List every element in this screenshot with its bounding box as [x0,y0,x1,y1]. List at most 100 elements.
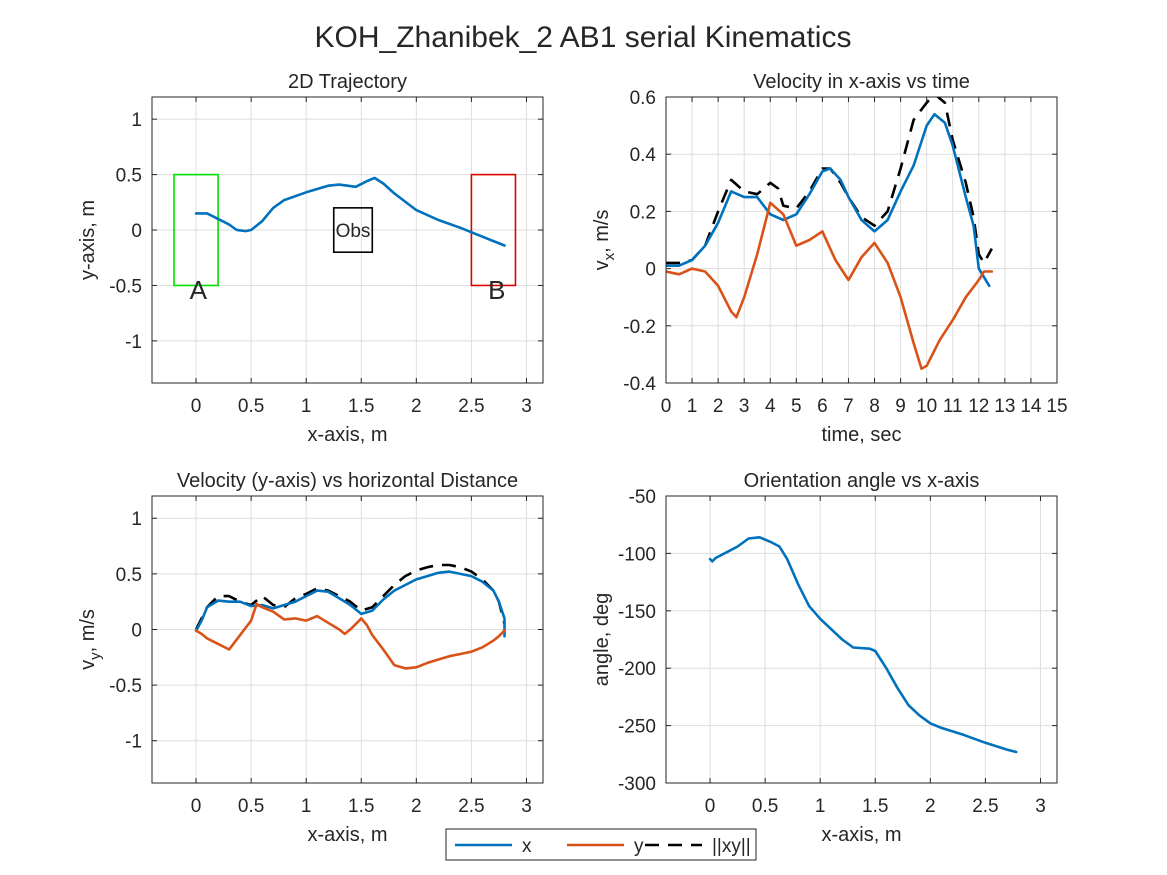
subplot-title: Velocity (y-axis) vs horizontal Distance [177,470,518,492]
x-tick-label: 0.5 [238,396,264,417]
x-tick-label: 1 [815,796,826,817]
subplot-2: 0 1 2 3 4 5 6 7 8 9 10 11 12 13 14 15-0.4-0.200.20.40.6… [591,71,1068,446]
x-tick-label: 1 [687,396,698,417]
plot-content [708,536,1018,754]
x-tick-label: 10 [916,396,937,417]
x-tick-label: 0.5 [752,796,778,817]
x-axis-label: x-axis, m [308,824,388,846]
x-tick-label: 11 [943,396,963,417]
y-axis-label-main: angle, deg [591,593,613,686]
region-rect [470,173,517,287]
y-tick-label: -300 [618,774,656,795]
region-label: Obs [336,221,371,242]
series-line [708,536,1018,754]
x-tick-label: 1.5 [348,796,374,817]
y-axis-label-subscript: x [601,252,618,260]
x-tick-label: 1.5 [348,396,374,417]
y-tick-label: 0 [131,620,142,641]
legend-label: y [634,836,644,857]
x-tick-label: 2.5 [972,796,998,817]
annotation-label: B [488,275,505,305]
legend-label: ||xy|| [712,836,751,857]
figure-title: KOH_Zhanibek_2 AB1 serial Kinematics [315,21,852,54]
legend: x y ||xy|| [445,828,757,861]
y-tick-label: -0.2 [623,317,656,338]
subplot-title: Velocity in x-axis vs time [753,71,970,93]
y-tick-label: -250 [618,717,656,738]
plot-content [194,563,506,670]
x-tick-label: 14 [1020,396,1042,417]
y-axis-label: vx, m/s [591,210,618,271]
axes-frame [665,495,1058,784]
x-tick-label: 6 [817,396,828,417]
x-tick-label: 9 [895,396,906,417]
series-line [666,201,994,370]
axes-frame [665,96,1058,384]
series-line [666,112,991,288]
region-rect [332,207,374,253]
series-line [194,570,506,638]
y-axis-label: vy, m/s [77,609,104,670]
x-tick-label: 0 [705,796,716,817]
x-tick-label: 8 [869,396,880,417]
y-axis-label-subscript: y [87,652,104,660]
x-tick-label: 3 [521,396,532,417]
x-tick-label: 3 [1035,796,1046,817]
x-axis-label: time, sec [821,424,901,446]
x-tick-label: 3 [739,396,750,417]
subplot-title: 2D Trajectory [288,71,407,93]
x-tick-label: 0 [191,396,202,417]
y-tick-label: -200 [618,659,656,680]
annotation-label: A [190,275,208,305]
y-tick-label: -150 [618,602,656,623]
x-tick-label: 7 [843,396,854,417]
x-tick-label: 1 [301,396,312,417]
y-tick-label: 0.2 [630,202,656,223]
y-tick-label: 0 [131,221,142,242]
subplot-1: Obs A B 0 0.5 1 1.5 2 2.5 3 -1 -0.5 0 0.5 1 2D Trajecto… [77,71,544,446]
y-tick-label: 1 [131,110,142,131]
y-tick-label: 0 [645,260,656,281]
y-tick-label: -0.5 [109,676,142,697]
x-tick-label: 5 [791,396,802,417]
y-axis-label: y-axis, m [77,200,99,280]
y-tick-label: 0.5 [116,565,142,586]
axes-frame [151,495,544,784]
region-rect [173,173,219,287]
series-line [194,602,506,670]
y-tick-label: -0.5 [109,276,142,297]
plot-area [666,496,1057,783]
x-tick-label: 0 [191,796,202,817]
legend-label: x [522,836,532,857]
x-tick-label: 12 [968,396,989,417]
y-axis-label-main: v [77,660,99,670]
subplot-4: 0 0.5 1 1.5 2 2.5 3 -300 -250 -200 -150 -100 -50 Orie… [591,470,1058,846]
plot-area [152,97,543,383]
x-tick-label: 2.5 [458,396,484,417]
plot-content [666,97,994,370]
x-tick-label: 1.5 [862,796,888,817]
x-tick-label: 0 [661,396,672,417]
y-tick-label: 0.6 [630,88,656,109]
x-axis-label: x-axis, m [308,424,388,446]
y-tick-label: -50 [629,487,656,508]
x-tick-label: 3 [521,796,532,817]
y-tick-label: -0.4 [623,374,656,395]
y-tick-label: -1 [125,332,142,353]
x-axis-label: x-axis, m [822,824,902,846]
y-axis-label-unit: , m/s [77,609,99,652]
x-tick-label: 2.5 [458,796,484,817]
y-tick-label: 0.4 [630,145,657,166]
x-tick-label: 2 [411,396,422,417]
y-axis-label-main: v [591,260,613,270]
plot-content: Obs [173,173,517,287]
x-tick-label: 2 [411,796,422,817]
subplot-3: 0 0.5 1 1.5 2 2.5 3 -1 -0.5 0 0.5 1 Velocity (y-axis… [77,470,544,846]
x-tick-label: 15 [1046,396,1067,417]
x-tick-label: 13 [994,396,1015,417]
y-axis-label-unit: , m/s [591,210,613,253]
y-tick-label: 1 [131,509,142,530]
x-tick-label: 2 [925,796,936,817]
x-tick-label: 4 [765,396,776,417]
